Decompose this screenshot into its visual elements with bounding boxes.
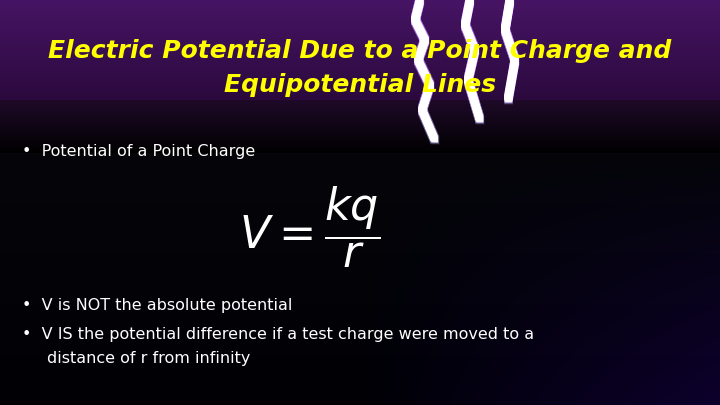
Text: •  Potential of a Point Charge: • Potential of a Point Charge: [22, 144, 255, 160]
Text: distance of r from infinity: distance of r from infinity: [47, 351, 250, 366]
Text: Electric Potential Due to a Point Charge and: Electric Potential Due to a Point Charge…: [48, 38, 672, 63]
Text: •  V is NOT the absolute potential: • V is NOT the absolute potential: [22, 298, 292, 313]
Text: $V = \dfrac{kq}{r}$: $V = \dfrac{kq}{r}$: [239, 184, 380, 270]
Text: Equipotential Lines: Equipotential Lines: [224, 73, 496, 97]
Text: •  V IS the potential difference if a test charge were moved to a: • V IS the potential difference if a tes…: [22, 326, 534, 342]
